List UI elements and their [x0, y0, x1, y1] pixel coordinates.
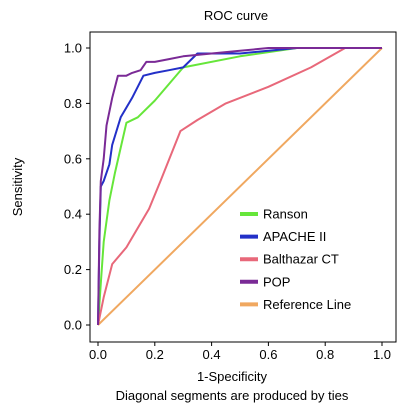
legend-item-ranson: Ranson	[240, 207, 308, 222]
legend-label: POP	[263, 274, 290, 289]
y-tick-label: 1.0	[64, 41, 82, 56]
legend-item-pop: POP	[240, 274, 290, 289]
legend-label: Ranson	[263, 207, 308, 222]
x-axis-title: 1-Specificity	[197, 369, 268, 384]
legend-item-reference-line: Reference Line	[240, 297, 351, 312]
x-tick-label: 0.0	[89, 347, 107, 362]
x-tick-label: 1.0	[373, 347, 391, 362]
y-tick-label: 0.2	[64, 262, 82, 277]
series-line-reference-line	[97, 47, 383, 326]
chart-note: Diagonal segments are produced by ties	[116, 388, 349, 403]
x-tick-label: 0.4	[203, 347, 221, 362]
series-line-ranson	[97, 47, 297, 326]
y-tick-label: 0.6	[64, 151, 82, 166]
y-axis-ticks: 0.0 0.2 0.4 0.6 0.8 1.0	[64, 41, 90, 333]
x-tick-label: 0.6	[259, 347, 277, 362]
series-line-balthazar-ct	[97, 47, 382, 326]
x-tick-label: 0.2	[146, 347, 164, 362]
y-axis-title: Sensitivity	[10, 157, 25, 216]
legend-item-balthazar-ct: Balthazar CT	[240, 252, 339, 267]
legend: Ranson APACHE II Balthazar CT POP Reference …	[240, 207, 351, 312]
series-layer	[97, 47, 383, 326]
series-line-pop	[97, 47, 382, 326]
legend-label: APACHE II	[263, 229, 326, 244]
legend-label: Balthazar CT	[263, 252, 339, 267]
legend-label: Reference Line	[263, 297, 351, 312]
plot-frame	[89, 31, 397, 343]
series-line-apache-ii	[97, 47, 297, 326]
x-tick-label: 0.8	[316, 347, 334, 362]
y-tick-label: 0.8	[64, 96, 82, 111]
y-tick-label: 0.0	[64, 318, 82, 333]
y-tick-label: 0.4	[64, 207, 82, 222]
x-axis-ticks: 0.0 0.2 0.4 0.6 0.8 1.0	[89, 342, 391, 362]
chart-title: ROC curve	[204, 8, 268, 23]
legend-item-apache-ii: APACHE II	[240, 229, 326, 244]
